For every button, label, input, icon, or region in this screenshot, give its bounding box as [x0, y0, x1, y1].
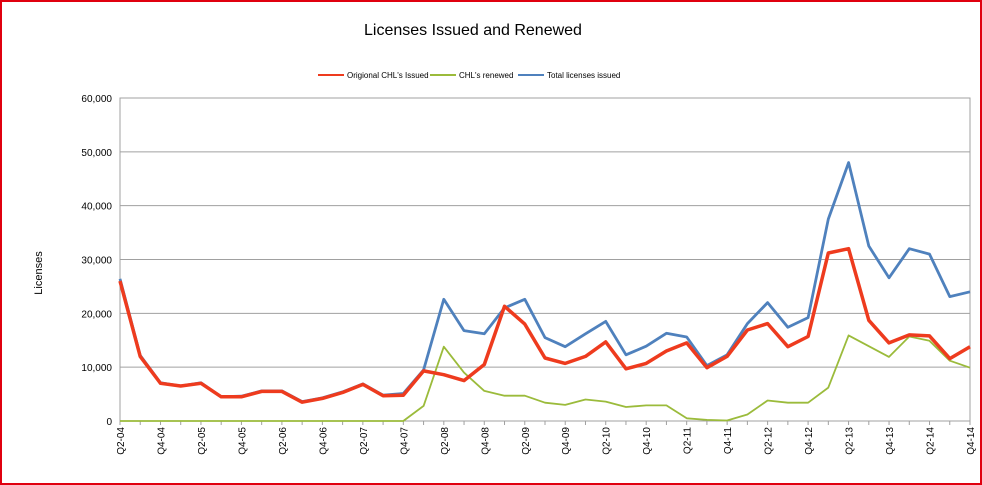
x-tick-label: Q2-08 [440, 427, 451, 455]
x-axis-ticks: Q2-04 Q4-04 Q2-05 Q4-05 Q2-06 Q4-06 Q2-07 Q4-07… [116, 421, 977, 455]
y-tick-label: 10,000 [81, 363, 112, 374]
x-tick-label: Q2-04 [116, 427, 127, 455]
y-tick-label: 0 [106, 417, 112, 428]
x-tick-label: Q2-07 [359, 427, 370, 455]
x-tick-label: Q4-07 [399, 427, 410, 455]
x-tick-label: Q4-13 [885, 427, 896, 455]
y-tick-label: 60,000 [81, 94, 112, 105]
x-tick-label: Q4-11 [723, 427, 734, 454]
y-tick-label: 50,000 [81, 148, 112, 159]
legend-label: Total licenses issued [547, 71, 620, 80]
series-line-1 [120, 334, 971, 422]
series-lines [118, 161, 971, 422]
y-axis-ticks: 0 10,000 20,000 30,000 40,000 50,000 60,000 [81, 94, 112, 428]
x-tick-label: Q2-14 [926, 427, 937, 455]
x-tick-label: Q2-09 [521, 427, 532, 455]
y-tick-label: 30,000 [81, 256, 112, 267]
x-tick-label: Q2-06 [278, 427, 289, 455]
x-tick-label: Q2-11 [683, 427, 694, 454]
legend-label: Origional CHL's Issued [347, 71, 429, 80]
x-tick-label: Q4-05 [237, 427, 248, 455]
x-tick-label: Q4-10 [642, 427, 653, 455]
series-line-0 [118, 246, 971, 404]
x-tick-label: Q2-10 [602, 427, 613, 455]
y-axis-label: Licenses [33, 251, 45, 295]
x-tick-label: Q2-13 [845, 427, 856, 455]
x-tick-label: Q2-05 [197, 427, 208, 455]
y-tick-label: 40,000 [81, 202, 112, 213]
gridlines [119, 97, 971, 422]
legend: Origional CHL's Issued CHL's renewed Total… [318, 71, 620, 80]
x-tick-label: Q4-12 [804, 427, 815, 455]
x-tick-label: Q4-09 [561, 427, 572, 455]
x-tick-label: Q4-14 [966, 427, 977, 455]
chart-title: Licenses Issued and Renewed [364, 22, 582, 39]
series-line-2 [118, 161, 971, 404]
legend-label: CHL's renewed [459, 71, 513, 80]
x-tick-label: Q4-06 [318, 427, 329, 455]
x-tick-label: Q4-08 [480, 427, 491, 455]
y-tick-label: 20,000 [81, 309, 112, 320]
x-tick-label: Q2-12 [764, 427, 775, 455]
x-tick-label: Q4-04 [156, 427, 167, 455]
